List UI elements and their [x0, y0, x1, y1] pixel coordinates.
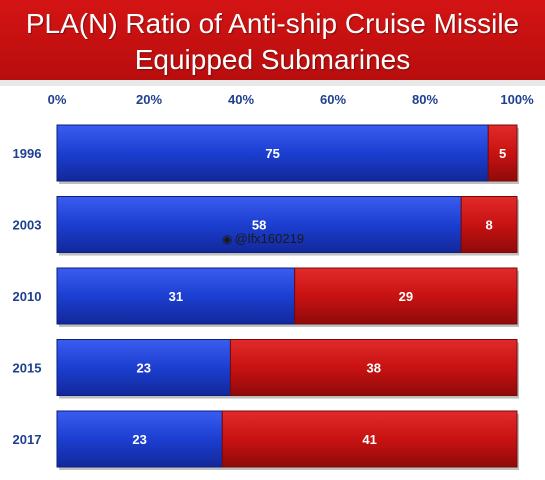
data-label: 31 — [169, 289, 183, 304]
bar-segment-red — [229, 339, 518, 396]
weibo-icon: ◉ — [222, 232, 233, 246]
data-label: 38 — [366, 361, 380, 376]
bar-segment-red — [460, 196, 518, 253]
category-label: 1996 — [13, 146, 42, 161]
bar-segment-blue — [56, 339, 231, 396]
data-label: 29 — [399, 289, 413, 304]
x-tick-label: 80% — [412, 92, 438, 107]
chart-title-bar: PLA(N) Ratio of Anti-ship Cruise Missile… — [0, 0, 545, 80]
title-divider — [0, 80, 545, 86]
data-label: 8 — [486, 218, 493, 233]
data-label: 41 — [362, 432, 376, 447]
bar-segment-blue — [56, 124, 489, 182]
category-label: 2015 — [13, 361, 42, 376]
category-label: 2010 — [13, 289, 42, 304]
chart-title-line-2: Equipped Submarines — [134, 44, 411, 75]
watermark: ◉ @lfx160219 — [222, 231, 304, 246]
bar-segment-blue — [56, 196, 462, 253]
category-label: 2017 — [13, 432, 42, 447]
x-tick-label: 20% — [136, 92, 162, 107]
category-label: 2003 — [13, 218, 42, 233]
watermark-text: @lfx160219 — [234, 231, 305, 246]
bar-segment-red — [487, 124, 518, 182]
data-label: 23 — [136, 361, 150, 376]
bar-segment-red — [221, 410, 518, 468]
bar-segment-blue — [56, 410, 223, 468]
data-label: 75 — [265, 146, 279, 161]
x-tick-label: 0% — [48, 92, 67, 107]
bar-segment-blue — [56, 267, 296, 325]
x-tick-label: 60% — [320, 92, 346, 107]
x-tick-label: 100% — [500, 92, 534, 107]
data-label: 58 — [252, 218, 266, 233]
data-label: 23 — [132, 432, 146, 447]
bar-segment-red — [294, 267, 518, 325]
data-label: 5 — [499, 146, 506, 161]
x-tick-label: 40% — [228, 92, 254, 107]
chart-title-line-1: PLA(N) Ratio of Anti-ship Cruise Missile — [25, 8, 520, 39]
